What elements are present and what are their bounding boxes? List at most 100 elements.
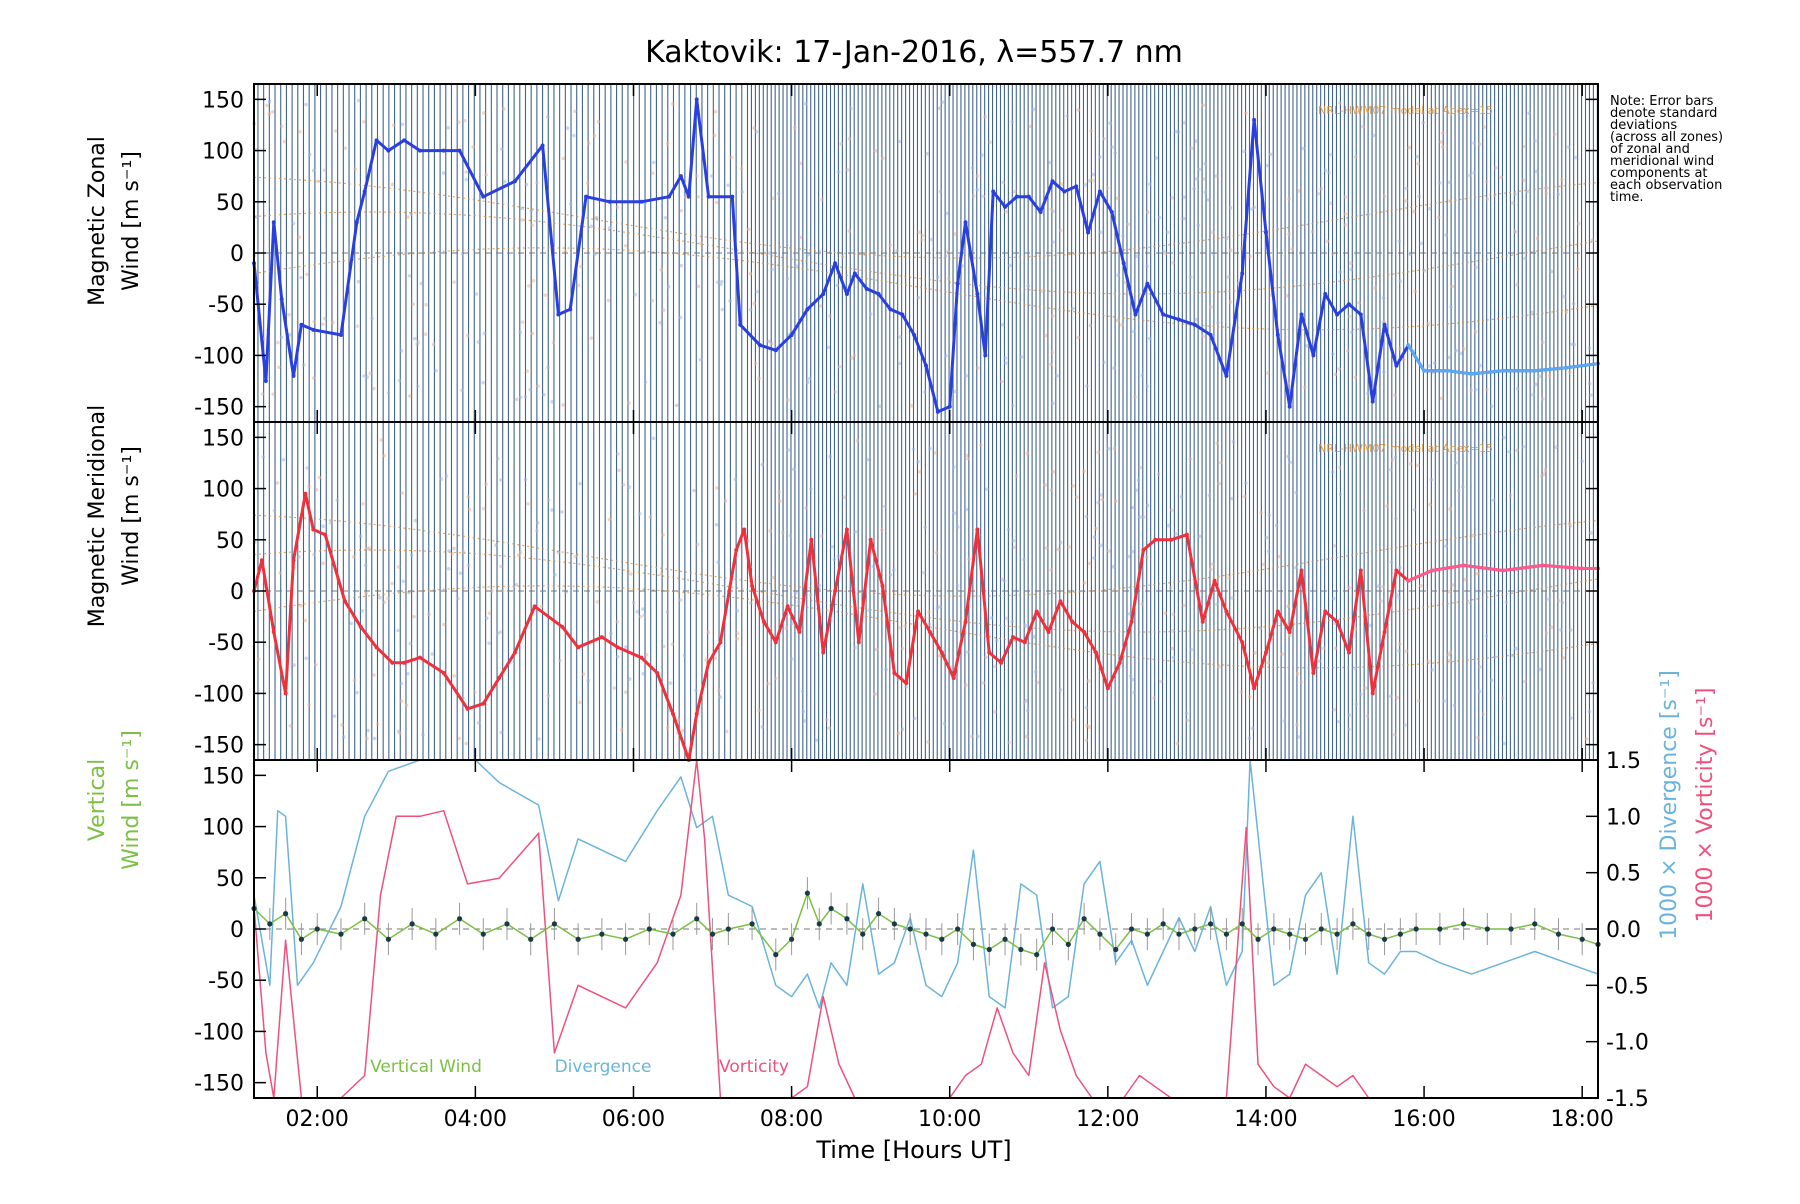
vertical-wind-point bbox=[816, 921, 822, 927]
zone-point bbox=[1533, 139, 1537, 143]
zone-point bbox=[1250, 726, 1255, 731]
zone-point bbox=[404, 250, 408, 255]
zone-point bbox=[1048, 160, 1053, 165]
zone-point bbox=[291, 221, 296, 226]
zone-point bbox=[624, 160, 628, 164]
zone-point bbox=[499, 478, 503, 482]
zonal-wind-point bbox=[1050, 179, 1055, 184]
vertical-wind-point bbox=[528, 936, 534, 942]
zone-point bbox=[1228, 248, 1233, 252]
x-tick-label: 18:00 bbox=[1550, 1107, 1613, 1132]
zone-point bbox=[1051, 470, 1056, 474]
zone-point bbox=[311, 376, 316, 380]
meridional-wind-point bbox=[1323, 609, 1328, 614]
zone-point bbox=[670, 642, 675, 647]
zone-point bbox=[923, 390, 927, 394]
zone-point bbox=[1543, 468, 1548, 473]
zone-point bbox=[412, 336, 417, 341]
zone-point bbox=[1166, 523, 1171, 528]
zone-point bbox=[1247, 736, 1252, 740]
zone-point bbox=[1209, 567, 1213, 572]
zone-point bbox=[748, 307, 753, 312]
zone-point bbox=[1135, 254, 1139, 258]
zone-point bbox=[1310, 229, 1315, 234]
zone-point bbox=[382, 453, 386, 458]
zone-point bbox=[1264, 535, 1269, 540]
zone-point bbox=[842, 495, 847, 500]
zone-point bbox=[1404, 649, 1409, 654]
zone-point bbox=[1531, 392, 1535, 397]
zone-point bbox=[847, 229, 852, 233]
zone-point bbox=[1106, 446, 1111, 451]
zone-point bbox=[720, 307, 725, 312]
zone-point bbox=[563, 249, 567, 254]
meridional-ylabel-line1: Magnetic Meridional bbox=[85, 405, 110, 627]
y2-tick-label: 1.5 bbox=[1606, 749, 1641, 774]
zone-point bbox=[900, 646, 905, 651]
zone-point bbox=[1513, 192, 1517, 197]
zone-point bbox=[579, 264, 583, 269]
y-tick-label: 0 bbox=[230, 580, 244, 605]
zone-point bbox=[531, 279, 536, 283]
zone-point bbox=[281, 458, 286, 462]
zone-point bbox=[608, 225, 612, 230]
zone-point bbox=[1012, 189, 1017, 194]
zone-point bbox=[578, 481, 582, 486]
zone-point bbox=[1113, 499, 1118, 503]
zone-point bbox=[400, 491, 404, 495]
meridional-wind-point bbox=[342, 599, 347, 604]
meridional-wind-point bbox=[512, 650, 517, 655]
zone-point bbox=[1171, 261, 1175, 265]
zone-point bbox=[900, 727, 905, 731]
zonal-wind-point bbox=[852, 271, 857, 276]
zonal-wind-point bbox=[354, 220, 359, 225]
zone-point bbox=[788, 533, 793, 538]
zone-point bbox=[639, 614, 643, 619]
zone-point bbox=[1261, 562, 1266, 567]
zone-point bbox=[1002, 579, 1007, 583]
zone-point bbox=[446, 126, 451, 130]
zone-point bbox=[728, 298, 732, 303]
vorticity-ylabel: 1000 × Vorticity [s⁻¹] bbox=[1693, 688, 1718, 923]
zone-point bbox=[1217, 481, 1222, 486]
zonal-wind-point bbox=[1145, 281, 1150, 286]
zone-point bbox=[267, 99, 272, 104]
zone-point bbox=[1560, 177, 1564, 182]
zone-point bbox=[1170, 646, 1175, 651]
zone-point bbox=[1215, 602, 1219, 607]
zone-point bbox=[1484, 634, 1489, 638]
zone-point bbox=[1331, 352, 1335, 356]
zone-point bbox=[648, 515, 653, 519]
meridional-wind-point bbox=[560, 624, 565, 629]
zonal-wind-point bbox=[876, 291, 881, 296]
zone-point bbox=[793, 590, 798, 595]
zonal-wind-point bbox=[975, 291, 980, 296]
vertical-wind-point bbox=[1065, 941, 1071, 947]
zone-point bbox=[471, 145, 475, 149]
zone-point bbox=[321, 561, 326, 566]
zone-point bbox=[516, 553, 521, 557]
zone-point bbox=[607, 517, 612, 522]
meridional-wind-point bbox=[1224, 609, 1229, 614]
zonal-wind-point bbox=[1121, 261, 1126, 266]
zone-point bbox=[1211, 251, 1216, 256]
legend-vertical-wind: Vertical Wind bbox=[370, 1057, 482, 1077]
zonal-wind-point bbox=[1335, 312, 1340, 317]
zone-point bbox=[1076, 108, 1081, 112]
zone-point bbox=[1084, 738, 1089, 743]
zone-point bbox=[525, 369, 530, 373]
meridional-wind-point bbox=[750, 583, 755, 588]
zone-point bbox=[1454, 460, 1458, 465]
zone-point bbox=[585, 181, 590, 185]
x-tick-label: 04:00 bbox=[444, 1107, 507, 1132]
zone-point bbox=[484, 172, 488, 177]
zone-point bbox=[576, 283, 581, 288]
meridional-wind-point bbox=[856, 640, 861, 645]
zone-point bbox=[317, 475, 322, 480]
y2-tick-label: 1.0 bbox=[1606, 805, 1641, 830]
zonal-wind-point bbox=[386, 148, 391, 153]
zone-point bbox=[1427, 364, 1431, 368]
zone-point bbox=[840, 255, 845, 259]
zone-point bbox=[1513, 646, 1518, 651]
meridional-wind-point bbox=[892, 670, 897, 675]
